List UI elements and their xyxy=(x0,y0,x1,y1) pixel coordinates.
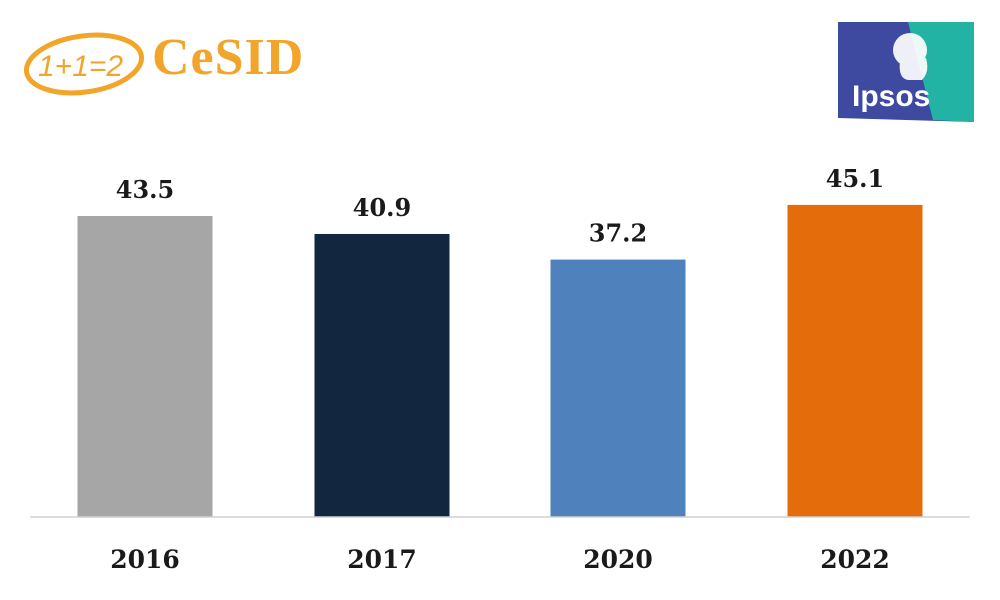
ipsos-head-icon xyxy=(893,33,928,80)
value-label-2022: 45.1 xyxy=(826,164,884,193)
category-label-2016: 2016 xyxy=(110,545,180,574)
category-label-2020: 2020 xyxy=(583,545,653,574)
cesid-logo: 1+1=2 xyxy=(23,32,145,96)
bar-2017 xyxy=(314,233,450,518)
category-labels-group: 2016 2017 2020 2022 xyxy=(110,545,890,574)
bar-2022 xyxy=(787,204,923,517)
cesid-badge-text: 1+1=2 xyxy=(38,50,123,83)
cesid-logo-text: CeSID xyxy=(152,29,305,86)
category-label-2017: 2017 xyxy=(347,545,417,574)
value-label-2020: 37.2 xyxy=(589,219,647,248)
ipsos-logo: Ipsos xyxy=(838,22,974,122)
cesid-badge-ring xyxy=(23,32,145,96)
value-label-2016: 43.5 xyxy=(116,175,174,204)
bars-group xyxy=(77,204,923,518)
bar-2020 xyxy=(550,259,686,517)
value-label-2017: 40.9 xyxy=(353,193,411,222)
ipsos-logo-text: Ipsos xyxy=(852,80,930,113)
value-labels-group: 43.5 40.9 37.2 45.1 xyxy=(116,164,884,248)
category-label-2022: 2022 xyxy=(820,545,890,574)
bar-2016 xyxy=(77,215,213,518)
